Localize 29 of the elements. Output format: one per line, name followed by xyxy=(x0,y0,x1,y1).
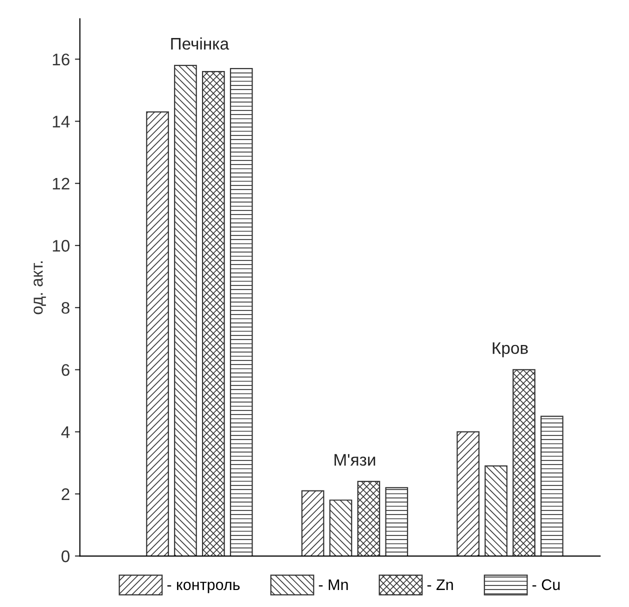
bar xyxy=(512,369,536,556)
bar xyxy=(484,465,508,556)
bar xyxy=(230,68,253,556)
y-tick-label: 0 xyxy=(62,550,70,562)
bar xyxy=(146,111,169,556)
y-tick-label: 2 xyxy=(62,488,70,500)
y-tick-label: 14 xyxy=(52,116,70,128)
x-tick-label: М'язи xyxy=(334,454,376,466)
bar xyxy=(385,487,408,556)
bar xyxy=(174,64,197,556)
y-axis-title: од. акт. xyxy=(34,261,46,314)
legend-label: - Cu xyxy=(532,579,560,590)
y-tick-label: 16 xyxy=(52,54,70,66)
y-tick-label: 6 xyxy=(62,364,70,376)
y-tick-label: 4 xyxy=(61,426,70,438)
bar xyxy=(301,490,324,556)
y-tick-label: 10 xyxy=(52,240,70,252)
bar xyxy=(202,71,225,556)
x-tick-label: Кров xyxy=(492,342,528,358)
bar xyxy=(357,480,380,556)
y-tick-label: 12 xyxy=(52,178,70,190)
legend-label: - контроль xyxy=(167,582,240,594)
legend-label: - Zn xyxy=(427,579,453,590)
bar xyxy=(329,500,352,556)
x-tick-label: Печінка xyxy=(171,37,230,50)
y-tick-label: 8 xyxy=(62,302,70,314)
legend-label: - Mn xyxy=(318,579,348,590)
bar xyxy=(456,431,480,556)
bar xyxy=(540,416,564,556)
